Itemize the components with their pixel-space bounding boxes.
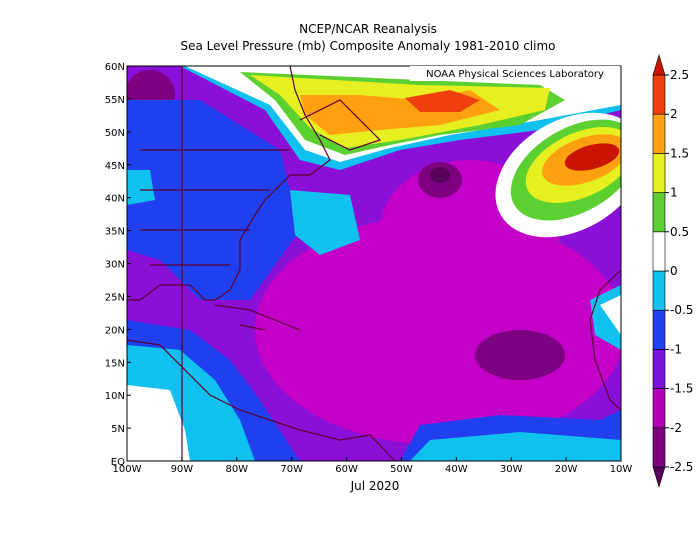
lat-tick-label: 55N [105, 95, 125, 106]
colorbar: -2.5 -2 -1.5 -1 -0.5 0 0.5 1 1.5 2 2.5 [652, 53, 693, 489]
lat-tick-label: 40N [105, 194, 125, 205]
axes: 100W 90W 80W 70W 60W 50W 40W 30W 20W 10W EQ 5N 10N 15… [105, 62, 633, 475]
lat-tick-label: EQ [111, 457, 125, 468]
lat-tick-label: 30N [105, 260, 125, 271]
colorbar-segment [652, 231, 666, 272]
lon-tick-label: 80W [225, 464, 248, 475]
colorbar-segment [652, 192, 666, 233]
lat-tick-label: 45N [105, 161, 125, 172]
colorbar-tick-label: -2.5 [670, 460, 693, 474]
lon-tick-label: 40W [445, 464, 468, 475]
colorbar-tick-label: 2 [670, 107, 678, 121]
colorbar-segment [652, 349, 666, 389]
lat-tick-label: 20N [105, 325, 125, 336]
colorbar-segment [652, 74, 666, 115]
colorbar-tick-label: 0 [670, 264, 678, 278]
colorbar-segment [652, 153, 666, 193]
lon-tick-label: 70W [280, 464, 303, 475]
colorbar-tick-label: 2.5 [670, 68, 689, 82]
lon-tick-label: 10W [610, 464, 633, 475]
subtitle: Sea Level Pressure (mb) Composite Anomal… [180, 39, 555, 53]
colorbar-segment [652, 113, 666, 154]
lon-tick-label: 90W [171, 464, 194, 475]
credit: NOAA Physical Sciences Laboratory [426, 69, 604, 80]
lat-tick-label: 10N [105, 391, 125, 402]
colorbar-segment [652, 270, 666, 311]
credit-box [410, 66, 620, 81]
colorbar-tick-label: -2 [670, 421, 682, 435]
colorbar-segment [652, 309, 666, 350]
colorbar-segment [652, 388, 666, 429]
lat-tick-label: 50N [105, 128, 125, 139]
title: NCEP/NCAR Reanalysis [299, 22, 437, 36]
colorbar-tick-label: -1 [670, 342, 682, 356]
colorbar-segment [652, 427, 666, 468]
lon-tick-label: 100W [113, 464, 142, 475]
lon-tick-label: 50W [390, 464, 413, 475]
colorbar-arrow [652, 53, 666, 76]
colorbar-tick-label: -0.5 [670, 303, 693, 317]
lat-tick-label: 60N [105, 62, 125, 73]
colorbar-tick-label: -1.5 [670, 382, 693, 396]
lon-tick-label: 20W [555, 464, 578, 475]
lon-tick-label: 30W [500, 464, 523, 475]
colorbar-tick-label: 0.5 [670, 225, 689, 239]
time-label: Jul 2020 [350, 479, 400, 493]
lat-tick-label: 25N [105, 292, 125, 303]
colorbar-tick-label: 1.5 [670, 146, 689, 160]
colorbar-tick-label: 1 [670, 186, 678, 200]
lat-tick-label: 35N [105, 227, 125, 238]
lat-tick-label: 15N [105, 358, 125, 369]
anomaly-field [127, 66, 621, 461]
lat-tick-label: 5N [111, 424, 125, 435]
lon-tick-label: 60W [335, 464, 358, 475]
colorbar-arrow [652, 466, 666, 489]
